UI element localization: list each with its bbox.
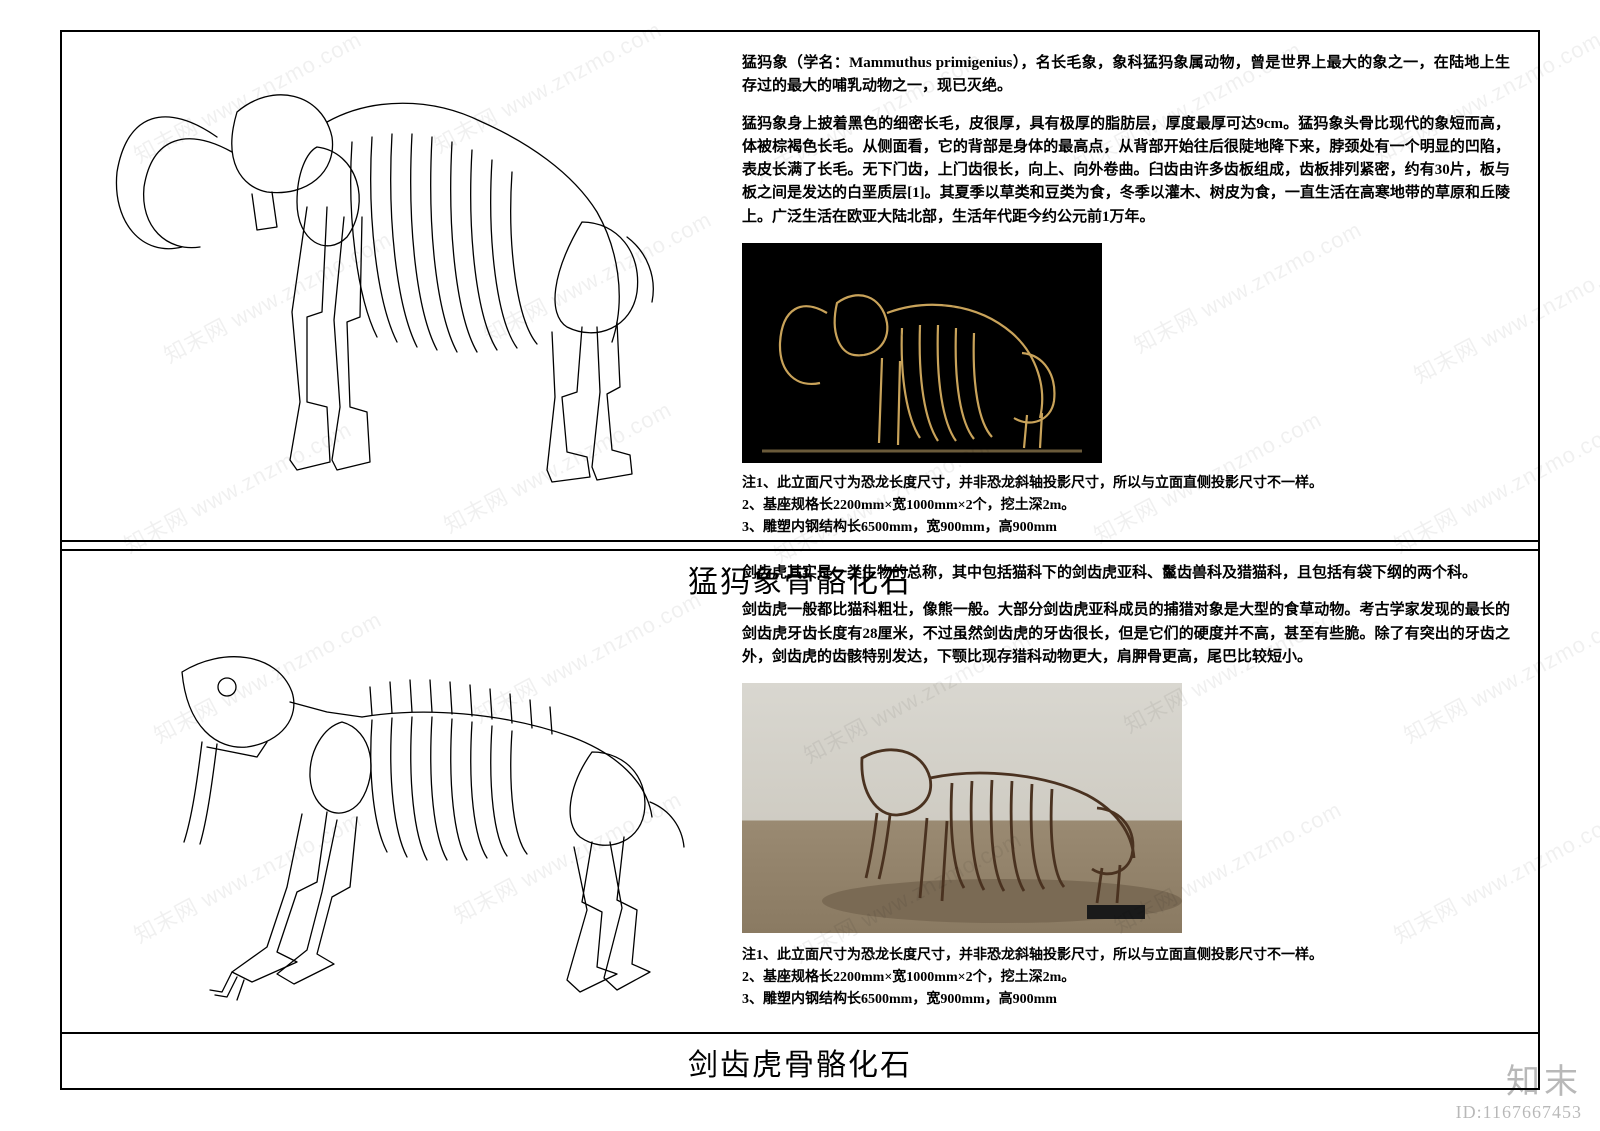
mammoth-notes: 注1、此立面尺寸为恐龙长度尺寸，并非恐龙斜轴投影尺寸，所以与立面直侧投影尺寸不一… — [742, 473, 1510, 538]
panel-saber-body: 剑齿虎其实是一类生物的总称，其中包括猫科下的剑齿虎亚科、鬣齿兽科及猎猫科，且包括… — [62, 542, 1538, 1032]
saber-drawing-area — [62, 542, 732, 1032]
saber-intro-paragraph: 剑齿虎其实是一类生物的总称，其中包括猫科下的剑齿虎亚科、鬣齿兽科及猎猫科，且包括… — [742, 562, 1510, 585]
saber-text-column: 剑齿虎其实是一类生物的总称，其中包括猫科下的剑齿虎亚科、鬣齿兽科及猎猫科，且包括… — [732, 542, 1538, 1032]
page-container: 猛犸象（学名：Mammuthus primigenius），名长毛象，象科猛犸象… — [60, 30, 1540, 1090]
mammoth-museum-photo — [742, 243, 1102, 463]
panel-mammoth-body: 猛犸象（学名：Mammuthus primigenius），名长毛象，象科猛犸象… — [62, 32, 1538, 549]
mammoth-intro-paragraph: 猛犸象（学名：Mammuthus primigenius），名长毛象，象科猛犸象… — [742, 52, 1510, 99]
mammoth-detail-paragraph: 猛犸象身上披着黑色的细密长毛，皮很厚，具有极厚的脂肪层，厚度最厚可达9cm。猛犸… — [742, 113, 1510, 229]
mammoth-note-1: 注1、此立面尺寸为恐龙长度尺寸，并非恐龙斜轴投影尺寸，所以与立面直侧投影尺寸不一… — [742, 473, 1510, 494]
panel-saber: 剑齿虎其实是一类生物的总称，其中包括猫科下的剑齿虎亚科、鬣齿兽科及猎猫科，且包括… — [60, 540, 1540, 1090]
brand-footer: 知末 ID:1167667453 — [1456, 1066, 1582, 1123]
saber-panel-title: 剑齿虎骨骼化石 — [62, 1032, 1538, 1088]
saber-notes: 注1、此立面尺寸为恐龙长度尺寸，并非恐龙斜轴投影尺寸，所以与立面直侧投影尺寸不一… — [742, 945, 1510, 1010]
panel-mammoth: 猛犸象（学名：Mammuthus primigenius），名长毛象，象科猛犸象… — [60, 30, 1540, 540]
mammoth-text-column: 猛犸象（学名：Mammuthus primigenius），名长毛象，象科猛犸象… — [732, 32, 1538, 549]
saber-museum-photo — [742, 683, 1182, 933]
brand-id: ID:1167667453 — [1456, 1102, 1582, 1123]
saber-note-2: 2、基座规格长2200mm×宽1000mm×2个，挖土深2m。 — [742, 967, 1510, 988]
mammoth-skeleton-line-drawing — [72, 42, 722, 492]
saber-note-3: 3、雕塑内钢结构长6500mm，宽900mm，高900mm — [742, 989, 1510, 1010]
saber-detail-paragraph: 剑齿虎一般都比猫科粗壮，像熊一般。大部分剑齿虎亚科成员的捕猎对象是大型的食草动物… — [742, 599, 1510, 669]
mammoth-drawing-area — [62, 32, 732, 549]
saber-note-1: 注1、此立面尺寸为恐龙长度尺寸，并非恐龙斜轴投影尺寸，所以与立面直侧投影尺寸不一… — [742, 945, 1510, 966]
mammoth-note-3: 3、雕塑内钢结构长6500mm，宽900mm，高900mm — [742, 517, 1510, 538]
mammoth-note-2: 2、基座规格长2200mm×宽1000mm×2个，挖土深2m。 — [742, 495, 1510, 516]
brand-name: 知末 — [1456, 1066, 1582, 1100]
saber-skeleton-line-drawing — [72, 552, 722, 1022]
